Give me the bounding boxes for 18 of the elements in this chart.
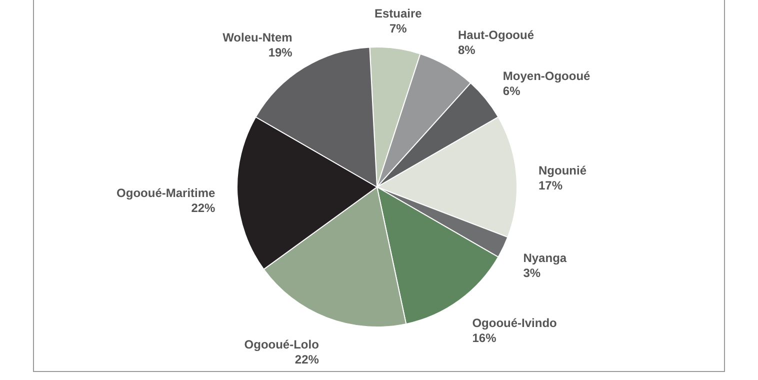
data-label: 3% xyxy=(523,266,541,280)
slice-label: Ogooué-Lolo xyxy=(244,338,319,352)
data-label: 17% xyxy=(538,178,563,193)
data-label: 19% xyxy=(268,45,293,60)
data-label: 7% xyxy=(389,21,408,36)
slice-label: Haut-Ogooué xyxy=(458,28,534,42)
data-label: 22% xyxy=(191,201,216,215)
data-label: 6% xyxy=(502,84,521,98)
slice-label: Nyanga xyxy=(523,251,567,266)
slice-label: Ogooué-Ivindo xyxy=(472,316,557,330)
data-label: 22% xyxy=(294,352,320,367)
slice-label: Ngounié xyxy=(538,164,587,178)
slice-label: Estuaire xyxy=(374,6,422,20)
slice-label: Ogooué-Maritime xyxy=(116,186,216,200)
data-label: 8% xyxy=(458,43,476,58)
data-label: 16% xyxy=(472,331,497,346)
slice-label: Woleu-Ntem xyxy=(222,30,292,44)
slice-label: Moyen-Ogooué xyxy=(502,68,591,83)
